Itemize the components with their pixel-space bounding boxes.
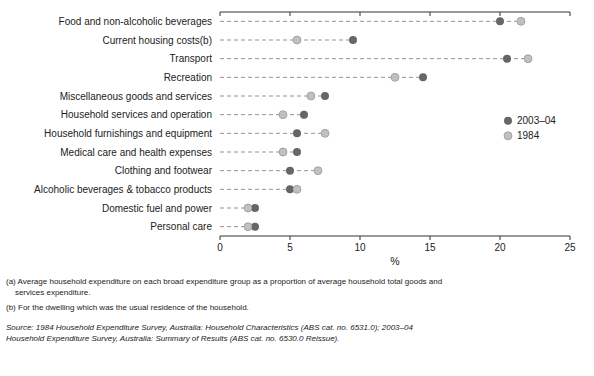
x-tick-label: 25 [564, 242, 576, 253]
text-line: (b) For the dwelling which was the usual… [6, 303, 249, 312]
dot [314, 167, 322, 175]
x-axis-label: % [390, 255, 399, 267]
guide-line [220, 58, 528, 59]
legend-label: 2003–04 [517, 115, 556, 126]
x-tick-label: 5 [287, 242, 293, 253]
dot [496, 17, 504, 25]
x-tick-label: 0 [217, 242, 223, 253]
text-line: (a) Average household expenditure on eac… [6, 277, 442, 286]
x-tick [500, 236, 501, 240]
legend-label: 1984 [517, 130, 540, 141]
category-label: Household furnishings and equipment [44, 128, 212, 139]
x-tick [570, 236, 571, 240]
dot [349, 36, 357, 44]
x-tick [220, 236, 221, 240]
category-label: Household services and operation [61, 109, 212, 120]
dot [419, 73, 427, 81]
category-label: Medical care and health expenses [60, 147, 212, 158]
guide-line [220, 133, 325, 134]
category-label: Recreation [164, 72, 212, 83]
footnote: (b) For the dwelling which was the usual… [6, 303, 249, 312]
top-tick [360, 12, 361, 16]
dot [279, 111, 287, 119]
dot [293, 129, 301, 137]
category-label: Personal care [150, 221, 212, 232]
dot [300, 111, 308, 119]
footnote: (a) Average household expenditure on eac… [6, 277, 442, 297]
dot [517, 17, 525, 25]
dot [293, 185, 301, 193]
top-axis-line [220, 12, 570, 13]
dot [293, 36, 301, 44]
guide-line [220, 21, 521, 22]
category-label: Alcoholic beverages & tobacco products [34, 184, 212, 195]
dot [391, 73, 399, 81]
text-line: Source: 1984 Household Expenditure Surve… [6, 323, 413, 332]
top-tick [500, 12, 501, 16]
x-tick [430, 236, 431, 240]
guide-line [220, 114, 304, 115]
category-label: Domestic fuel and power [102, 203, 213, 214]
x-tick-label: 15 [424, 242, 436, 253]
guide-line [220, 189, 297, 190]
x-tick [290, 236, 291, 240]
text-line: Household Expenditure Survey, Australia:… [6, 334, 340, 343]
x-axis-line [220, 236, 570, 237]
top-tick [220, 12, 221, 16]
guide-line [220, 170, 318, 171]
text-line: services expenditure. [6, 288, 90, 297]
x-tick [360, 236, 361, 240]
dot [524, 55, 532, 63]
chart: 0 5 10 15 20 25% Food and non-alcoholic bevera… [0, 0, 594, 376]
legend: 2003–04 1984 [504, 115, 556, 141]
category-label: Current housing costs(b) [103, 35, 213, 46]
dot [244, 223, 252, 231]
guide-line [220, 40, 353, 41]
legend-marker [504, 132, 512, 140]
dot [293, 148, 301, 156]
dot [321, 92, 329, 100]
category-label: Miscellaneous goods and services [60, 91, 212, 102]
dot [286, 167, 294, 175]
dot [279, 148, 287, 156]
dot [244, 204, 252, 212]
source: Source: 1984 Household Expenditure Surve… [6, 323, 413, 343]
top-tick [570, 12, 571, 16]
dot [503, 55, 511, 63]
top-tick [290, 12, 291, 16]
x-tick-label: 20 [494, 242, 506, 253]
legend-marker [504, 117, 512, 125]
dot [307, 92, 315, 100]
top-tick [430, 12, 431, 16]
x-tick-label: 10 [354, 242, 366, 253]
category-label: Transport [170, 53, 213, 64]
category-label: Clothing and footwear [115, 165, 213, 176]
category-label: Food and non-alcoholic beverages [59, 16, 212, 27]
dot [321, 129, 329, 137]
